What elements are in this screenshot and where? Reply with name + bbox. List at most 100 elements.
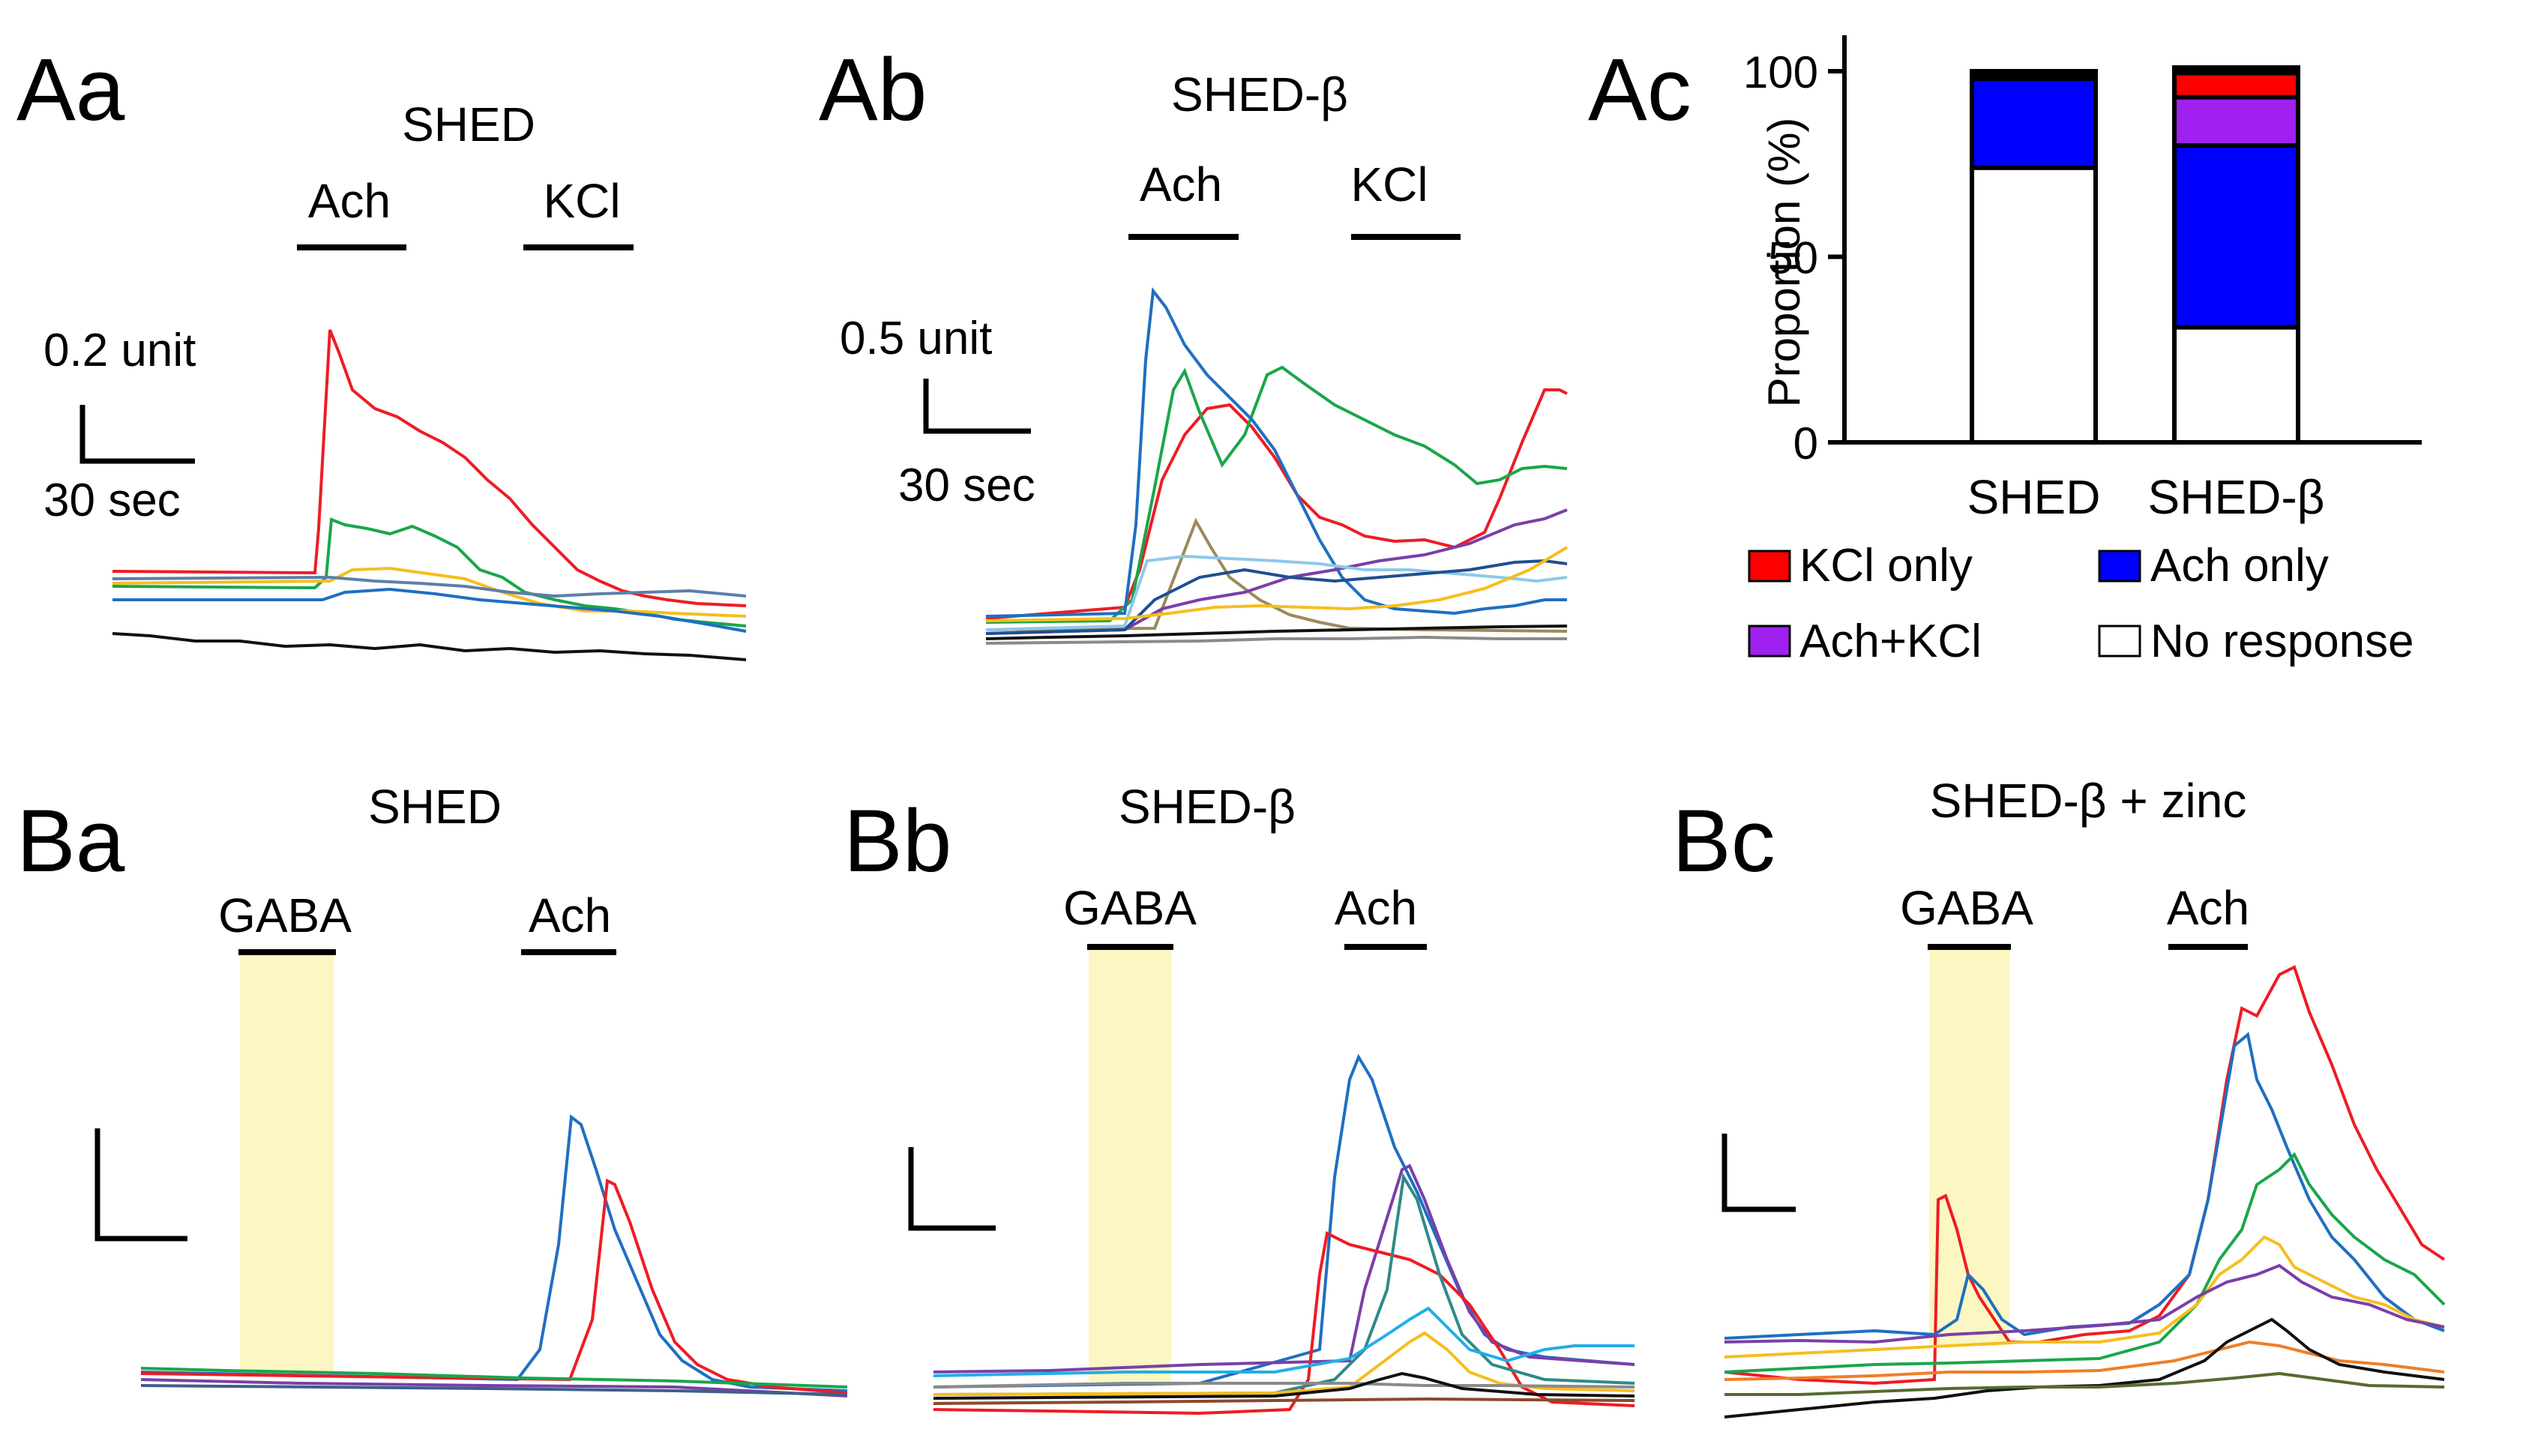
scale-y-label-ab: 0.5 unit bbox=[840, 313, 992, 364]
gaba-shade-bb bbox=[1089, 947, 1171, 1382]
traces-ab bbox=[985, 286, 1569, 645]
drug-label-ab-kcl: KCl bbox=[1350, 157, 1428, 211]
trace-ab-lightblue bbox=[985, 554, 1568, 631]
trace-ab-blue bbox=[985, 286, 1567, 618]
bar-ac-shed-beta-kcl-only bbox=[2172, 70, 2300, 100]
trace-ba-green bbox=[140, 1367, 848, 1389]
trace-bc-purple bbox=[1724, 1263, 2445, 1344]
scale-x-label-aa: 30 sec bbox=[43, 475, 181, 526]
scale-bar-ab bbox=[923, 379, 1031, 434]
trace-bb-lightblue bbox=[933, 1306, 1635, 1377]
panel-aa: Aa SHED Ach KCl 0.2 unit 30 sec bbox=[16, 40, 747, 661]
trace-aa-black bbox=[112, 632, 747, 661]
gaba-shade-ba bbox=[240, 952, 334, 1372]
scale-bar-aa bbox=[79, 405, 195, 464]
trace-bb-brown bbox=[933, 1397, 1635, 1405]
bar-ac-shed-top bbox=[1970, 69, 2098, 81]
panel-label-bb: Bb bbox=[843, 792, 951, 891]
trace-aa-slate bbox=[112, 575, 747, 598]
panel-ab: Ab SHED-β Ach KCl 0.5 unit 30 sec bbox=[819, 40, 1569, 645]
legend-swatch-kcl-only bbox=[1748, 550, 1791, 583]
traces-aa bbox=[112, 329, 747, 661]
drug-label-bb-ach: Ach bbox=[1335, 881, 1417, 935]
legend-swatch-ach-kcl bbox=[1748, 625, 1791, 658]
tick-label-ac-0: 0 bbox=[1793, 418, 1818, 469]
category-label-ac-shed-beta: SHED-β bbox=[2148, 470, 2325, 524]
panel-title-bb: SHED-β bbox=[1119, 780, 1296, 834]
scale-y-label-aa: 0.2 unit bbox=[43, 325, 196, 376]
panel-label-ab: Ab bbox=[819, 40, 927, 139]
trace-aa-yellow bbox=[112, 566, 747, 618]
drug-label-aa-kcl: KCl bbox=[543, 174, 620, 228]
bar-ac-shed-ach-only bbox=[1970, 76, 2098, 170]
traces-bc bbox=[1724, 965, 2446, 1419]
trace-ba-slate bbox=[140, 1384, 848, 1396]
drug-label-ba-gaba: GABA bbox=[218, 888, 352, 942]
trace-ab-gray bbox=[985, 635, 1567, 645]
trace-bc-orange bbox=[1724, 1340, 2445, 1381]
bars-ac bbox=[1970, 65, 2300, 445]
panel-label-ac: Ac bbox=[1588, 40, 1691, 139]
trace-bb-black bbox=[933, 1371, 1635, 1400]
bar-ac-shed-beta-ach-only bbox=[2172, 143, 2300, 330]
bar-ac-shed-beta-top bbox=[2172, 65, 2300, 76]
scale-bar-bc bbox=[1721, 1134, 1796, 1212]
bar-ac-shed-beta-ach-kcl bbox=[2172, 94, 2300, 148]
trace-ab-green bbox=[985, 365, 1568, 624]
bar-ac-shed-beta-no-response bbox=[2172, 325, 2300, 445]
panel-title-bc: SHED-β + zinc bbox=[1930, 774, 2247, 828]
trace-ba-purple bbox=[140, 1378, 848, 1398]
panel-title-ab: SHED-β bbox=[1171, 67, 1348, 121]
panel-label-aa: Aa bbox=[16, 40, 125, 139]
legend-swatch-ach-only bbox=[2098, 550, 2141, 583]
drug-label-aa-ach: Ach bbox=[308, 174, 391, 228]
legend-ac: KCl only Ach only Ach+KCl No response bbox=[1748, 540, 2414, 667]
legend-swatch-no-response bbox=[2098, 625, 2141, 658]
trace-bc-yellow bbox=[1724, 1235, 2445, 1359]
axis-label-ac-y: Proportion (%) bbox=[1759, 118, 1809, 408]
trace-ab-red bbox=[985, 388, 1568, 620]
scale-bar-ba bbox=[94, 1128, 187, 1242]
trace-bb-red bbox=[933, 1231, 1635, 1416]
panel-title-ba: SHED bbox=[368, 780, 502, 834]
trace-ab-purple bbox=[985, 508, 1568, 635]
trace-ab-black bbox=[985, 625, 1568, 640]
traces-ba bbox=[140, 1114, 848, 1398]
bar-ac-shed-no-response bbox=[1970, 165, 2098, 445]
panel-bb: Bb SHED-β GABA Ach bbox=[843, 780, 1635, 1416]
tick-label-ac-50: 50 bbox=[1768, 233, 1818, 283]
drug-label-ba-ach: Ach bbox=[529, 888, 611, 942]
trace-bb-blue bbox=[933, 1053, 1635, 1389]
drug-label-bb-gaba: GABA bbox=[1063, 881, 1197, 935]
scale-bar-bb bbox=[908, 1147, 996, 1231]
panel-title-aa: SHED bbox=[402, 97, 535, 151]
panel-ba: Ba SHED GABA Ach bbox=[16, 780, 848, 1398]
drug-label-bc-ach: Ach bbox=[2167, 881, 2249, 935]
trace-ab-darkblue bbox=[985, 559, 1568, 635]
category-label-ac-shed: SHED bbox=[1967, 470, 2101, 524]
panel-label-bc: Bc bbox=[1672, 792, 1775, 891]
trace-bc-green bbox=[1724, 1152, 2446, 1374]
scale-x-label-ab: 30 sec bbox=[898, 460, 1035, 511]
panel-ac: Ac Proportion (%) 0 50 100 SHED SHED-β KCl … bbox=[1588, 35, 2422, 667]
category-labels-ac: SHED SHED-β bbox=[1967, 470, 2325, 524]
trace-bc-blue bbox=[1724, 1032, 2445, 1340]
trace-aa-blue bbox=[112, 587, 747, 633]
legend-label-kcl-only: KCl only bbox=[1799, 540, 1973, 592]
legend-label-no-response: No response bbox=[2150, 616, 2414, 667]
panel-bc: Bc SHED-β + zinc GABA Ach bbox=[1672, 774, 2446, 1419]
traces-bb bbox=[933, 1053, 1635, 1416]
legend-label-ach-only: Ach only bbox=[2150, 540, 2329, 592]
trace-bc-olive bbox=[1724, 1371, 2445, 1396]
drug-label-ab-ach: Ach bbox=[1140, 157, 1222, 211]
drug-label-bc-gaba: GABA bbox=[1900, 881, 2033, 935]
trace-bb-gray bbox=[933, 1382, 1635, 1389]
trace-ab-yellow bbox=[985, 546, 1569, 622]
trace-aa-red bbox=[112, 329, 747, 607]
gaba-shade-bc bbox=[1929, 948, 2009, 1346]
tick-label-ac-100: 100 bbox=[1743, 47, 1818, 97]
trace-bc-red bbox=[1724, 965, 2446, 1386]
axis-ac-ticks: 0 50 100 bbox=[1743, 47, 1844, 469]
panel-label-ba: Ba bbox=[16, 792, 125, 891]
